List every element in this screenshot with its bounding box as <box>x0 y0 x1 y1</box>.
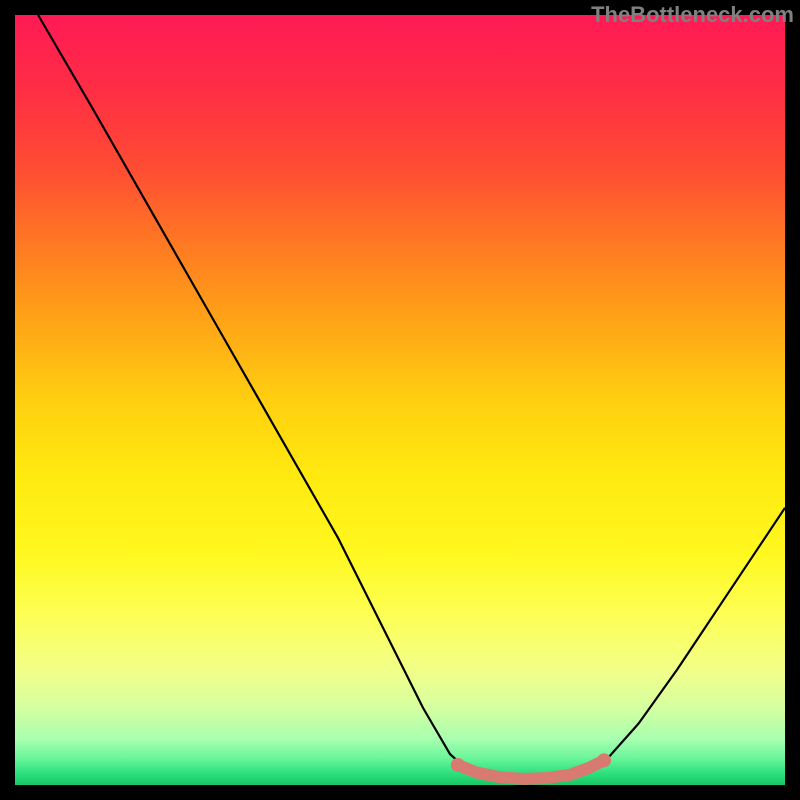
chart-background <box>15 15 785 785</box>
highlight-dot-1 <box>597 753 611 767</box>
plot-area <box>15 15 785 785</box>
chart-svg <box>15 15 785 785</box>
chart-root: TheBottleneck.com <box>0 0 800 800</box>
highlight-dot-0 <box>451 758 465 772</box>
watermark-label: TheBottleneck.com <box>591 2 794 28</box>
